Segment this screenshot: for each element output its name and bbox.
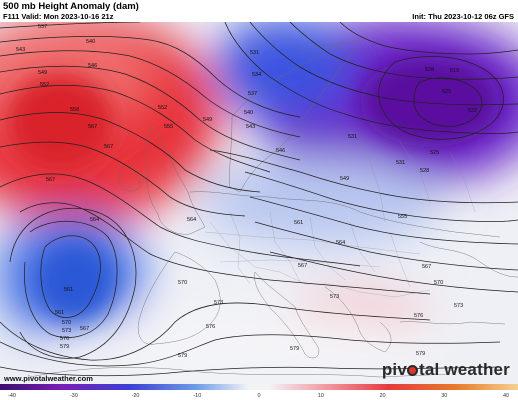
contour-label: 522 [468, 108, 477, 114]
contour-label: 570 [434, 280, 443, 286]
contour-label: 528 [420, 168, 429, 174]
contour-label: 558 [70, 107, 79, 113]
contour-label: 537 [38, 24, 47, 30]
contour-label: 576 [414, 313, 423, 319]
contour-label: 567 [422, 264, 431, 270]
contour-label: 579 [60, 344, 69, 350]
contour-label: 531 [396, 160, 405, 166]
contour-label: 567 [298, 263, 307, 269]
brand-text-left: piv [381, 360, 407, 379]
brand-dot-icon [407, 365, 419, 376]
contour-label: 531 [348, 134, 357, 140]
contour-label: 564 [336, 240, 345, 246]
colorbar-tick-label: 40 [503, 393, 509, 399]
contour-label: 528 [425, 67, 434, 73]
contour-label: 567 [88, 124, 97, 130]
contour-label: 573 [214, 300, 223, 306]
brand-text-right: tal weather [418, 360, 510, 379]
map-title: 500 mb Height Anomaly (dam) [3, 1, 139, 12]
contour-label: 555 [164, 124, 173, 130]
colorbar-tick-label: -30 [70, 393, 78, 399]
valid-time: F111 Valid: Mon 2023-10-16 21z [3, 12, 114, 21]
website-url: www.pivotalweather.com [4, 374, 93, 383]
map-header: 500 mb Height Anomaly (dam) F111 Valid: … [0, 0, 518, 22]
colorbar-tick-label: 20 [379, 393, 385, 399]
contour-label: 570 [178, 280, 187, 286]
contour-label: 525 [442, 89, 451, 95]
contour-label: 546 [276, 148, 285, 154]
contour-label: 549 [203, 117, 212, 123]
contour-label: 543 [246, 124, 255, 130]
contour-label: 561 [64, 287, 73, 293]
contour-label: 537 [248, 91, 257, 97]
contour-label: 573 [454, 303, 463, 309]
contour-label: 579 [290, 346, 299, 352]
contour-label: 549 [340, 176, 349, 182]
contour-label: 567 [80, 326, 89, 332]
contour-label: 567 [104, 144, 113, 150]
colorbar-tick-label: 0 [257, 393, 260, 399]
contour-label: 552 [40, 82, 49, 88]
contour-label: 534 [252, 72, 261, 78]
contour-label: 576 [60, 336, 69, 342]
contour-label: 543 [16, 47, 25, 53]
contour-label: 531 [250, 50, 259, 56]
brand-logo: piv tal weather [382, 360, 510, 380]
contour-label: 567 [46, 177, 55, 183]
borders [204, 131, 476, 298]
contour-label: 549 [38, 70, 47, 76]
colorbar-tick-label: 30 [441, 393, 447, 399]
height-contours [0, 22, 518, 377]
colorbar-gradient [0, 384, 518, 390]
colorbar-ticks: -40 -30 -20 -10 0 10 20 30 40 [8, 393, 509, 399]
contour-label: 573 [330, 294, 339, 300]
contour-label: 570 [62, 320, 71, 326]
contour-label: 519 [450, 68, 459, 74]
contour-label: 573 [62, 328, 71, 334]
colorbar-tick-label: -40 [8, 393, 16, 399]
colorbar-tick-label: -20 [132, 393, 140, 399]
map-canvas: 537 540 549 552 546 543 558 567 567 567 … [0, 22, 518, 384]
contour-label: 540 [244, 110, 253, 116]
contour-label: 540 [86, 39, 95, 45]
contour-label: 564 [90, 217, 99, 223]
colorbar-tick-label: -10 [193, 393, 201, 399]
colorbar-tick-label: 10 [318, 393, 324, 399]
contour-label: 579 [178, 353, 187, 359]
contour-label: 552 [158, 105, 167, 111]
height-anomaly-map: 537 540 549 552 546 543 558 567 567 567 … [0, 22, 518, 384]
contour-label: 579 [416, 351, 425, 357]
contour-labels: 537 540 549 552 546 543 558 567 567 567 … [16, 24, 477, 359]
contour-label: 555 [398, 214, 407, 220]
contour-label: 546 [88, 63, 97, 69]
contour-label: 576 [206, 324, 215, 330]
contour-label: 564 [187, 217, 196, 223]
contour-label: 525 [430, 150, 439, 156]
contour-label: 561 [294, 220, 303, 226]
colorbar: -40 -30 -20 -10 0 10 20 30 40 [0, 384, 518, 399]
contour-label: 561 [55, 310, 64, 316]
coastlines [29, 39, 518, 378]
init-time: Init: Thu 2023-10-12 06z GFS [412, 12, 514, 21]
